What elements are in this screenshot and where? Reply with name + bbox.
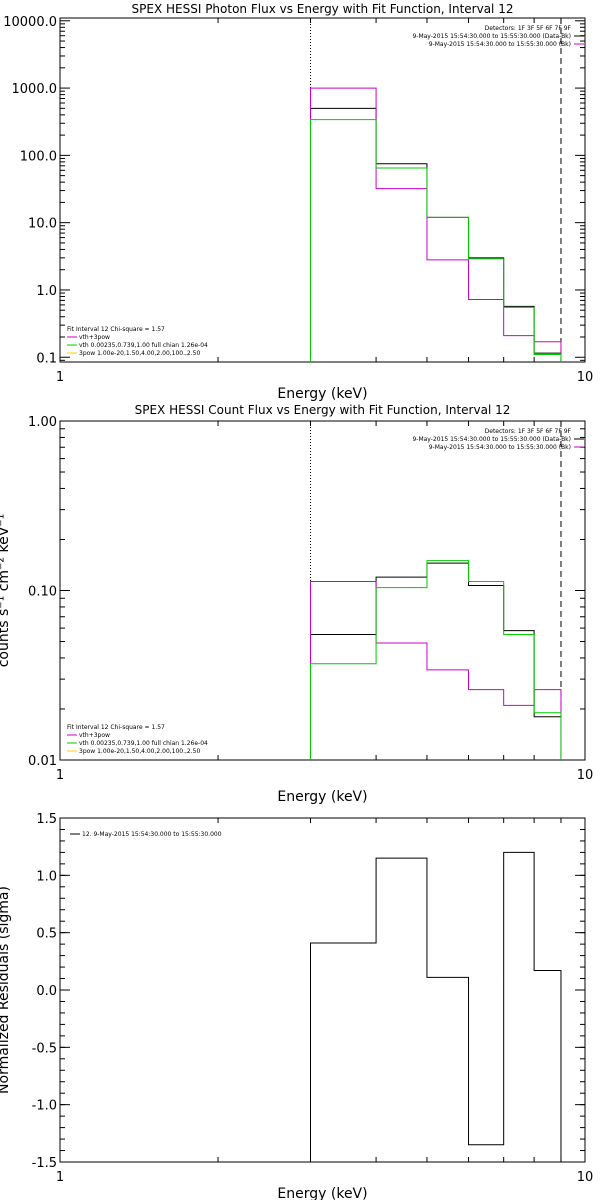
legend-entry: Fit Interval 12 Chi-square = 1.57 (67, 326, 165, 333)
y-tick-label: -0.5 (32, 1041, 57, 1056)
legend-entry: 9-May-2015 15:54:30.000 to 15:55:30.000 … (412, 436, 571, 443)
y-tick-label: 10.0 (28, 217, 57, 232)
y-tick-label: 0.1 (36, 351, 57, 366)
legend-entry: Fit Interval 12 Chi-square = 1.57 (67, 724, 165, 731)
y-tick-label: 1.0 (36, 284, 57, 299)
y-tick-label: 10000.0 (3, 15, 57, 30)
y-axis-label: Normalized Residuals (sigma) (0, 886, 12, 1094)
x-tick-label: 1 (56, 370, 64, 385)
legend-tr: Detectors: 1F 3F 5F 6F 7F 9F9-May-2015 1… (412, 25, 584, 48)
panel-3: 1 10 Energy (keV) -1.5 -1.0 -0.5 0.0 0.5 1.0 1.5 N… (0, 812, 593, 1200)
y-tick-label: -1.5 (32, 1156, 57, 1171)
x-tick-label: 10 (577, 1170, 594, 1185)
legend-entry: Detectors: 1F 3F 5F 6F 7F 9F (485, 25, 572, 32)
legend-entry: 3pow 1.00e-20,1.50,4.00,2.00,100.,2.50 (79, 748, 200, 755)
y-tick-label: 0.01 (28, 754, 57, 769)
y-tick-label: 1.00 (28, 415, 57, 430)
y-tick-label: 0.0 (36, 984, 57, 999)
y-tick-label: 1000.0 (12, 82, 58, 97)
legend-entry: vth 0.00235,0.739,1.00 full chian 1.26e-… (79, 342, 208, 349)
x-axis-label: Energy (keV) (277, 386, 367, 402)
legend-entry: 12. 9-May-2015 15:54:30.000 to 15:55:30.… (82, 831, 222, 838)
legend-entry: vth+3pow (79, 334, 110, 341)
plot-frame (59, 17, 586, 363)
x-tick-label: 1 (56, 1170, 64, 1185)
x-tick-label: 1 (56, 768, 64, 783)
y-tick-label: -1.0 (32, 1099, 57, 1114)
series-obs-step (309, 107, 562, 362)
legend-entry: Detectors: 1F 3F 5F 6F 7F 9F (485, 428, 572, 435)
x-axis-label: Energy (keV) (277, 789, 367, 805)
legend-entry: 9-May-2015 15:54:30.000 to 15:55:30.000 … (429, 444, 571, 451)
series-sum-step (309, 581, 562, 760)
y-tick-label: 100.0 (20, 149, 57, 164)
legend-bl: Fit Interval 12 Chi-square = 1.57vth+3po… (67, 724, 208, 755)
x-tick-label: 10 (577, 768, 594, 783)
legend-entry: 9-May-2015 15:54:30.000 to 15:55:30.000 … (412, 33, 571, 40)
series-vth-step (309, 560, 562, 760)
y-tick-label: 0.10 (28, 585, 57, 600)
series-obs-step (309, 851, 562, 1162)
panel-1: SPEX HESSI Photon Flux vs Energy with Fi… (3, 2, 593, 402)
plot-frame (59, 817, 586, 1163)
legend-bl: Fit Interval 12 Chi-square = 1.57vth+3po… (67, 326, 208, 357)
legend-entry: 9-May-2015 15:54:30.000 to 15:55:30.000 … (429, 41, 571, 48)
panel-2: SPEX HESSI Count Flux vs Energy with Fit… (0, 403, 593, 805)
legend-entry: 3pow 1.00e-20,1.50,4.00,2.00,100.,2.50 (79, 350, 200, 357)
chart-title: SPEX HESSI Photon Flux vs Energy with Fi… (132, 2, 514, 16)
series-sum-step (309, 87, 562, 362)
x-tick-label: 10 (577, 370, 594, 385)
y-tick-label: 0.5 (36, 927, 57, 942)
series-obs-step (309, 562, 562, 760)
y-tick-label: 1.5 (36, 812, 57, 827)
y-axis-label: counts s⁻¹ cm⁻² keV⁻¹ (0, 514, 12, 668)
x-axis-label: Energy (keV) (277, 1186, 367, 1200)
chart-title: SPEX HESSI Count Flux vs Energy with Fit… (135, 403, 511, 417)
plot-frame (59, 420, 586, 761)
series-vth-step (309, 119, 562, 362)
legend-tl: 12. 9-May-2015 15:54:30.000 to 15:55:30.… (70, 831, 222, 838)
legend-tr: Detectors: 1F 3F 5F 6F 7F 9F9-May-2015 1… (412, 428, 584, 451)
legend-entry: vth+3pow (79, 732, 110, 739)
legend-entry: vth 0.00235,0.739,1.00 full chian 1.26e-… (79, 740, 208, 747)
y-tick-label: 1.0 (36, 869, 57, 884)
